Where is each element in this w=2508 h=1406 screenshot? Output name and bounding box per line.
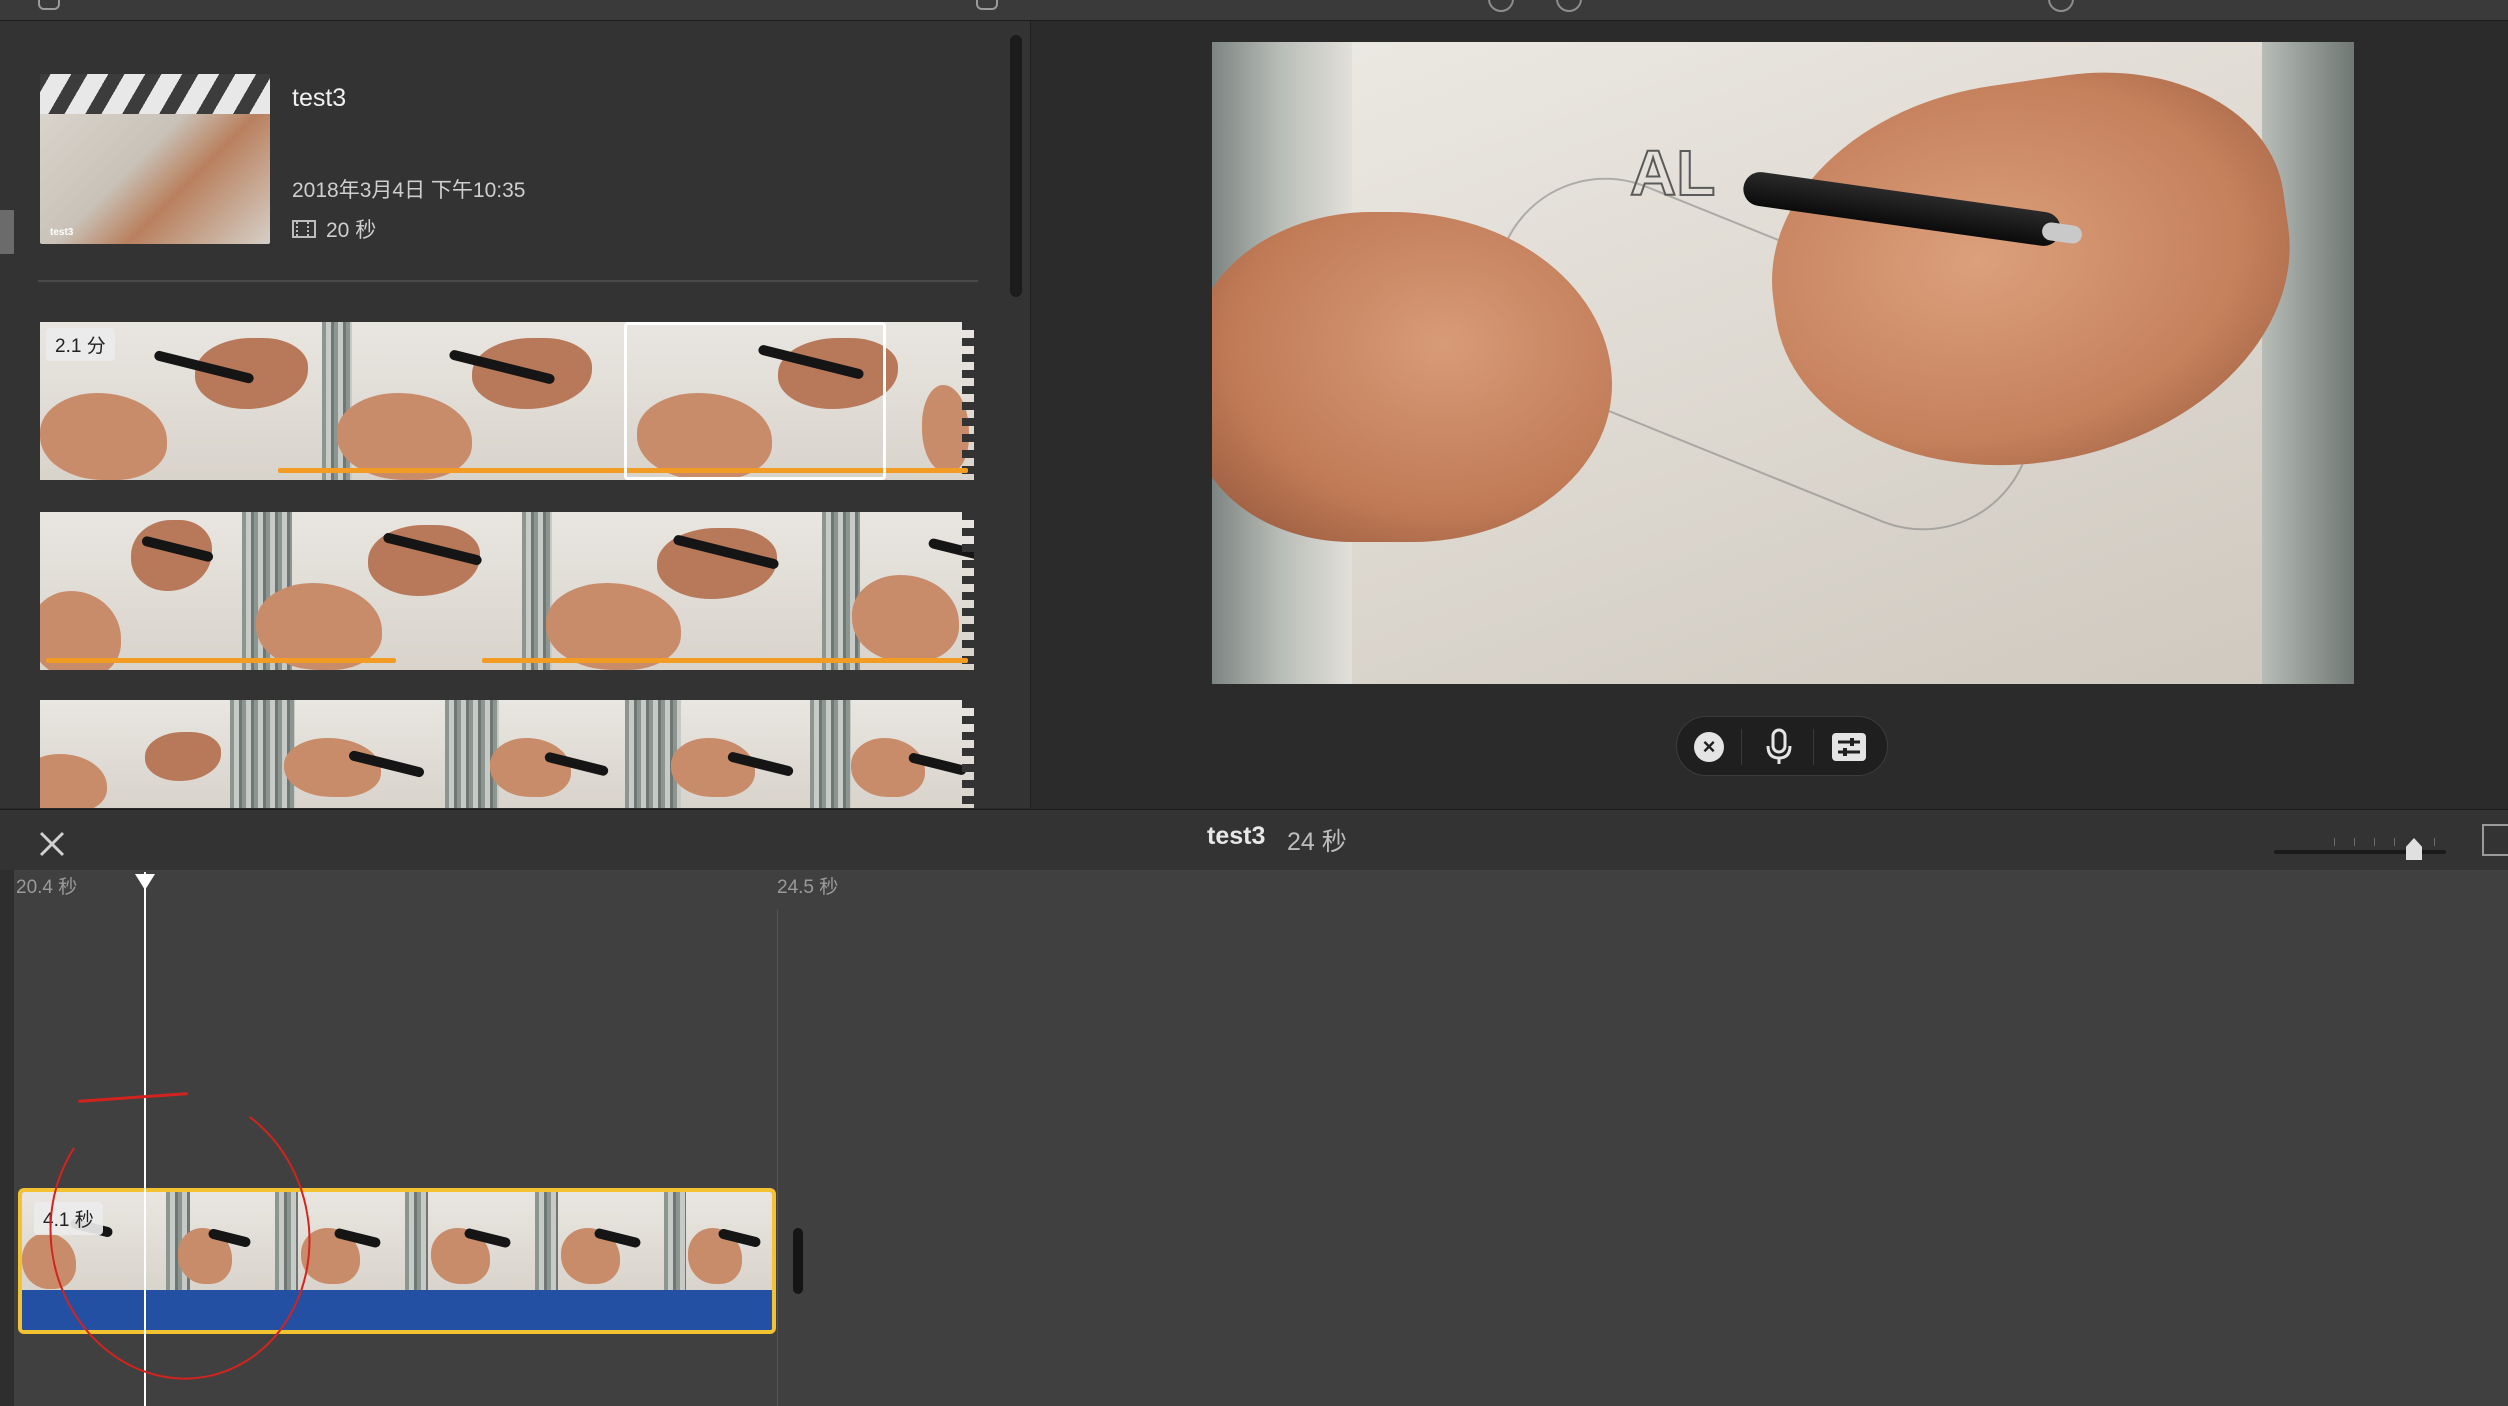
toolbar — [0, 0, 2508, 21]
cancel-button[interactable]: × — [1687, 725, 1731, 769]
microphone-icon — [1766, 728, 1792, 764]
timeline-left-gutter — [0, 870, 14, 1406]
share-icon[interactable] — [976, 0, 998, 10]
clip-frame — [652, 1192, 772, 1294]
event-title: test3 — [292, 84, 347, 112]
menu-icon[interactable] — [38, 0, 60, 10]
event-date: 2018年3月4日 下午10:35 — [292, 179, 526, 202]
video-sketch-text: AL — [1629, 136, 1716, 210]
favorite-marker — [278, 468, 968, 473]
color-correction-icon[interactable] — [1556, 0, 1582, 12]
playhead-marker[interactable] — [135, 874, 155, 890]
clip-frame — [392, 1192, 522, 1294]
video-preview[interactable]: AL — [1212, 42, 2354, 684]
sliders-icon — [1832, 733, 1866, 761]
favorite-marker — [482, 658, 968, 663]
playhead[interactable] — [144, 872, 146, 1406]
zoom-track — [2274, 850, 2446, 854]
clip-frame — [822, 512, 974, 670]
sidebar-collapse-handle[interactable] — [0, 210, 14, 254]
zoom-slider[interactable] — [2274, 838, 2446, 864]
voiceover-options-button[interactable] — [1827, 725, 1871, 769]
time-label-start: 20.4 秒 — [16, 877, 78, 898]
event-thumbnail[interactable]: test3 — [40, 74, 270, 244]
clip-settings-button[interactable] — [2482, 824, 2508, 856]
x-circle-icon: × — [1694, 732, 1724, 762]
clip-frame — [262, 1192, 392, 1294]
clip-strip[interactable]: 2.1 分 — [40, 322, 974, 480]
event-duration-label: 20 秒 — [326, 219, 377, 242]
clip-frame — [40, 322, 322, 480]
favorite-marker — [46, 658, 396, 663]
info-icon[interactable] — [2048, 0, 2074, 12]
clip-strip[interactable] — [40, 700, 974, 808]
clip-duration-badge: 4.1 秒 — [34, 1202, 103, 1235]
clip-strip[interactable] — [40, 512, 974, 670]
zoom-thumb[interactable] — [2406, 838, 2422, 860]
film-icon — [292, 220, 316, 238]
event-thumbnail-image — [40, 114, 270, 244]
clip-frame — [445, 700, 625, 808]
clip-frame — [622, 322, 922, 480]
clip-trim-handle[interactable] — [793, 1228, 803, 1294]
clip-frame — [522, 512, 822, 670]
clip-frame — [522, 1192, 652, 1294]
clip-frame — [230, 700, 445, 808]
divider — [38, 280, 978, 282]
time-label-end: 24.5 秒 — [777, 877, 839, 898]
project-title: test3 — [1207, 822, 1266, 850]
clip-frame — [40, 700, 230, 808]
clip-audio-track — [22, 1290, 772, 1330]
browser-scrollbar[interactable] — [1010, 35, 1022, 297]
project-duration: 24 秒 — [1287, 828, 1347, 856]
clip-frame — [322, 322, 622, 480]
clapperboard-icon — [40, 74, 270, 114]
close-button[interactable] — [32, 824, 72, 864]
clip-frame — [242, 512, 522, 670]
clip-frame — [40, 512, 242, 670]
range-selection[interactable] — [624, 322, 886, 480]
color-balance-icon[interactable] — [1488, 0, 1514, 12]
clip-duration-badge: 2.1 分 — [46, 328, 115, 361]
clip-frame — [625, 700, 810, 808]
timeline-clip[interactable]: 4.1 秒 — [18, 1188, 776, 1334]
clip-frame — [810, 700, 974, 808]
record-voiceover-button[interactable] — [1757, 725, 1801, 769]
voiceover-controls: × — [1676, 716, 1888, 776]
clip-frame — [142, 1192, 262, 1294]
event-duration: 20 秒 — [292, 214, 376, 244]
close-icon — [39, 831, 65, 857]
event-thumbnail-caption: test3 — [50, 227, 74, 238]
time-gridline — [777, 910, 778, 1406]
